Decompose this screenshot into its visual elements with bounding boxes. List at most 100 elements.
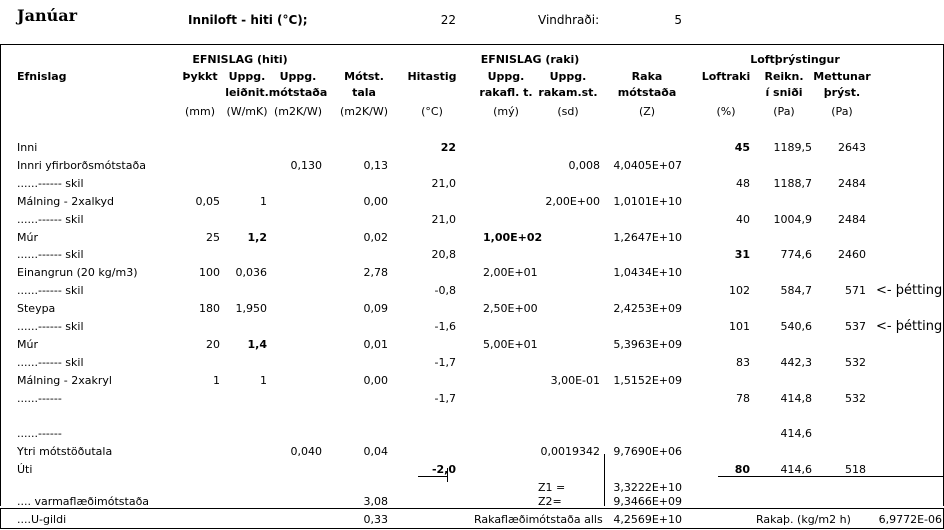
cell-moist: 5,3963E+09 bbox=[613, 338, 682, 351]
cell-name: Inni bbox=[17, 141, 38, 154]
group-pressure: Loftþrýstingur bbox=[750, 53, 840, 66]
cell-mres: 0,09 bbox=[363, 302, 389, 315]
cell-temp: 21,0 bbox=[431, 177, 457, 190]
z1-value: 3,3222E+10 bbox=[613, 481, 682, 494]
cell-rh: 80 bbox=[734, 463, 750, 476]
cell-thick: 100 bbox=[199, 266, 220, 279]
cell-temp: 22 bbox=[440, 141, 456, 154]
cell-name: ......------ skil bbox=[17, 213, 84, 226]
cell-temp: -1,7 bbox=[434, 356, 456, 369]
cell-name: Ytri mótstöðutala bbox=[17, 445, 113, 458]
cell-calc: 442,3 bbox=[780, 356, 813, 369]
cell-sat: 537 bbox=[845, 320, 866, 333]
cell-moist: 1,0434E+10 bbox=[613, 266, 682, 279]
cell-sat: 518 bbox=[845, 463, 866, 476]
cell-moist: 9,7690E+06 bbox=[613, 445, 682, 458]
cell-note: <- þétting bbox=[876, 319, 943, 334]
cell-moist: 1,5152E+09 bbox=[613, 374, 682, 387]
unit-vres: (sd) bbox=[557, 105, 579, 118]
cell-perm: 5,00E+01 bbox=[483, 338, 538, 351]
cell-tres: 0,040 bbox=[290, 445, 323, 458]
cell-rh: 102 bbox=[729, 284, 750, 297]
cell-mres: 0,04 bbox=[363, 445, 389, 458]
u-value-label: ....U-gildi bbox=[17, 513, 67, 526]
cell-vres: 2,00E+00 bbox=[545, 195, 600, 208]
cell-rh: 45 bbox=[734, 141, 750, 154]
wind-value: 5 bbox=[674, 13, 682, 27]
cell-sat: 532 bbox=[845, 356, 866, 369]
cell-cond: 1 bbox=[260, 195, 267, 208]
cell-rh: 40 bbox=[736, 213, 750, 226]
inside-temp-label: Inniloft - hiti (°C); bbox=[188, 13, 308, 27]
group-moisture: EFNISLAG (raki) bbox=[480, 53, 580, 66]
cell-rh: 83 bbox=[736, 356, 750, 369]
col-thickness: Þykkt bbox=[182, 70, 218, 83]
col-moist-1: Raka bbox=[631, 70, 663, 83]
cell-calc: 540,6 bbox=[780, 320, 813, 333]
unit-cond: (W/mK) bbox=[226, 105, 268, 118]
cell-thick: 20 bbox=[206, 338, 220, 351]
cell-temp: -0,8 bbox=[434, 284, 456, 297]
rakab-value: 6,9772E-06 bbox=[878, 513, 942, 526]
cell-vres: 0,008 bbox=[568, 159, 601, 172]
col-sat-2: þrýst. bbox=[823, 86, 861, 99]
col-vres-1: Uppg. bbox=[549, 70, 587, 83]
col-mres-2: tala bbox=[352, 86, 376, 99]
left-rule bbox=[0, 44, 1, 506]
cell-mres: 0,01 bbox=[363, 338, 389, 351]
cell-name: Málning - 2xalkyd bbox=[17, 195, 115, 208]
cell-name: ......------ skil bbox=[17, 177, 84, 190]
cell-calc: 1188,7 bbox=[773, 177, 813, 190]
month-title: Janúar bbox=[17, 6, 77, 25]
cell-sat: 571 bbox=[845, 284, 866, 297]
unit-tres: (m2K/W) bbox=[273, 105, 323, 118]
cell-moist: 4,0405E+07 bbox=[613, 159, 682, 172]
unit-temp: (°C) bbox=[421, 105, 443, 118]
cell-rh: 78 bbox=[736, 392, 750, 405]
temp-divider bbox=[447, 468, 448, 482]
cell-name: Einangrun (20 kg/m3) bbox=[17, 266, 138, 279]
cell-calc: 414,6 bbox=[780, 427, 813, 440]
cell-name: Steypa bbox=[17, 302, 56, 315]
u-value: 0,33 bbox=[363, 513, 389, 526]
cell-temp: -2,0 bbox=[431, 463, 456, 476]
cell-calc: 1004,9 bbox=[773, 213, 813, 226]
uti-rule-right bbox=[718, 476, 943, 477]
col-sat-1: Mettunar bbox=[813, 70, 871, 83]
cell-thick: 0,05 bbox=[195, 195, 221, 208]
unit-perm: (mý) bbox=[493, 105, 519, 118]
cell-mres: 0,00 bbox=[363, 195, 389, 208]
col-calc-2: í sniði bbox=[765, 86, 803, 99]
uti-rule-left bbox=[418, 476, 448, 477]
col-vres-2: rakam.st. bbox=[538, 86, 598, 99]
col-rh: Loftraki bbox=[701, 70, 751, 83]
cell-cond: 1,950 bbox=[235, 302, 268, 315]
top-rule bbox=[0, 44, 944, 45]
cell-rh: 31 bbox=[734, 248, 750, 261]
cell-thick: 1 bbox=[213, 374, 220, 387]
col-perm-2: rakafl. t. bbox=[479, 86, 533, 99]
cell-cond: 1,2 bbox=[247, 231, 268, 244]
cell-name: Úti bbox=[17, 463, 33, 476]
cell-name: ......------ skil bbox=[17, 320, 84, 333]
cell-cond: 1,4 bbox=[247, 338, 268, 351]
heat-resistance-label: .... varmaflæðimótstaða bbox=[17, 495, 150, 508]
heat-resistance-value: 3,08 bbox=[363, 495, 389, 508]
cell-name: Múr bbox=[17, 338, 38, 351]
z2-value: 9,3466E+09 bbox=[613, 495, 682, 508]
cell-mres: 0,13 bbox=[363, 159, 389, 172]
col-mres-1: Mótst. bbox=[344, 70, 384, 83]
cell-vres: 0,0019342 bbox=[540, 445, 601, 458]
cell-rh: 101 bbox=[729, 320, 750, 333]
cell-name: Innri yfirborðsmótstaða bbox=[17, 159, 146, 172]
cell-name: ......------ skil bbox=[17, 248, 84, 261]
z1-label: Z1 = bbox=[538, 481, 566, 494]
unit-calc: (Pa) bbox=[773, 105, 795, 118]
moisture-flow-label: Rakaflæðimótstaða alls bbox=[474, 513, 603, 526]
cell-tres: 0,130 bbox=[290, 159, 323, 172]
cell-cond: 1 bbox=[260, 374, 267, 387]
cell-moist: 1,2647E+10 bbox=[613, 231, 682, 244]
col-perm-1: Uppg. bbox=[487, 70, 525, 83]
unit-mres: (m2K/W) bbox=[339, 105, 389, 118]
moisture-divider bbox=[604, 454, 605, 506]
